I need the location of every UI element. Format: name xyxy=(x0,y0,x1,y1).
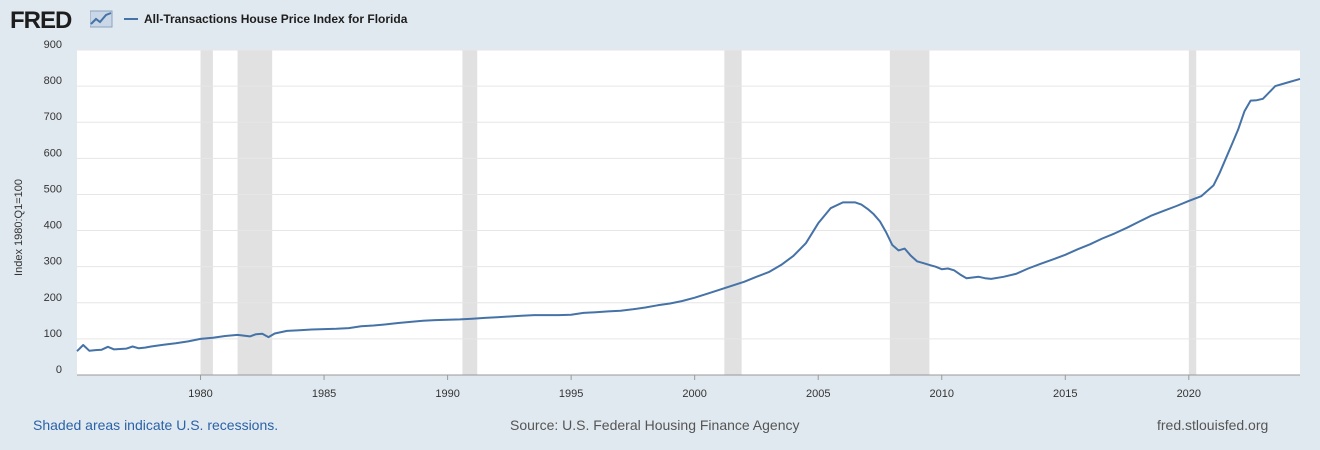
recession-band xyxy=(724,50,742,375)
source-text: Source: U.S. Federal Housing Finance Age… xyxy=(510,417,800,433)
plot-area xyxy=(77,50,1300,375)
y-tick-label: 900 xyxy=(44,39,62,51)
line-chart[interactable]: 0 100 200 300 400 500 600 700 800 900 1980 1985 1990… xyxy=(0,0,1320,410)
x-tick-label: 1995 xyxy=(559,388,583,400)
series-line xyxy=(76,77,1301,352)
legend-label: All-Transactions House Price Index for F… xyxy=(144,12,408,26)
y-tick-label: 600 xyxy=(44,147,62,159)
chart-header: FRED All-Transactions House Price Index … xyxy=(0,0,1320,40)
y-tick-label: 300 xyxy=(44,256,62,268)
recession-band xyxy=(889,50,930,375)
x-tick-label: 2005 xyxy=(806,388,830,400)
x-tick-label: 2000 xyxy=(682,388,706,400)
y-tick-label: 700 xyxy=(44,111,62,123)
legend-line-swatch xyxy=(124,18,138,20)
y-tick-label: 500 xyxy=(44,183,62,195)
recession-band xyxy=(237,50,273,375)
x-tick-label: 2020 xyxy=(1177,388,1201,400)
x-tick-label: 1990 xyxy=(435,388,459,400)
y-tick-label: 100 xyxy=(44,328,62,340)
fred-logo[interactable]: FRED xyxy=(10,7,72,34)
x-tick-label: 1980 xyxy=(188,388,212,400)
y-tick-label: 400 xyxy=(44,220,62,232)
site-text: fred.stlouisfed.org xyxy=(1157,417,1269,433)
y-tick-label: 800 xyxy=(44,75,62,87)
x-tick-label: 1985 xyxy=(312,388,336,400)
y-axis-label: Index 1980:Q1=100 xyxy=(13,179,25,276)
y-tick-label: 200 xyxy=(44,292,62,304)
recession-note-link[interactable]: Shaded areas indicate U.S. recessions. xyxy=(33,417,279,433)
recession-band xyxy=(1188,50,1197,375)
y-tick-label: 0 xyxy=(56,364,62,376)
recession-band xyxy=(462,50,478,375)
legend[interactable]: All-Transactions House Price Index for F… xyxy=(124,12,407,26)
fred-graph-icon xyxy=(90,10,113,28)
recession-band xyxy=(200,50,213,375)
x-tick-label: 2010 xyxy=(930,388,954,400)
x-tick-label: 2015 xyxy=(1053,388,1077,400)
